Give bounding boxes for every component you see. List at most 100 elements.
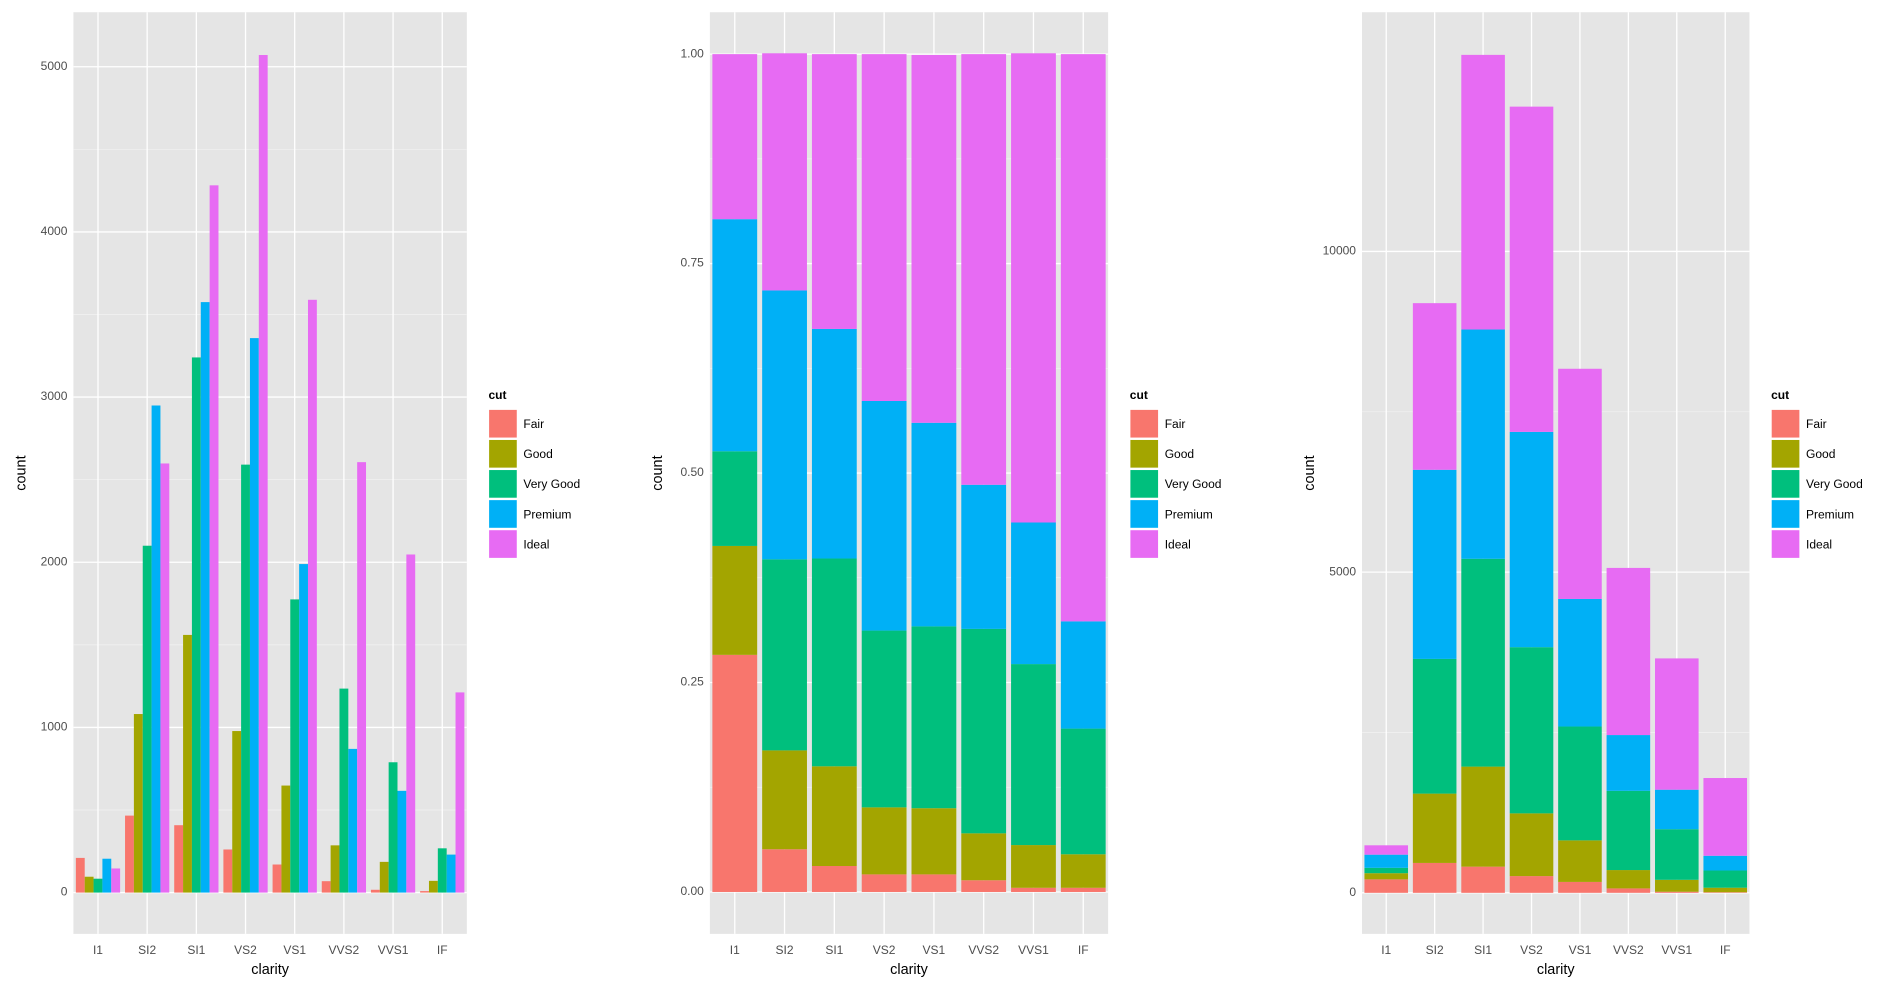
bar	[339, 688, 349, 893]
legend-key	[487, 408, 518, 439]
x-tick-label: SI2	[776, 943, 794, 957]
bar-segment	[1703, 855, 1748, 871]
x-axis-title: clarity	[1537, 962, 1575, 978]
bar-segment	[1364, 873, 1409, 880]
x-tick-label: VVS1	[378, 943, 409, 957]
y-tick-label: 0.25	[680, 675, 704, 689]
bar	[209, 185, 219, 893]
bar	[84, 876, 94, 893]
bar	[151, 405, 161, 893]
panel-chart: 0.00 0.25 0.50 0.75 1.00 I1 SI2 SI1 VS2 VS1 VVS2 VV…	[650, 12, 1221, 978]
x-tick-label: SI1	[825, 943, 843, 957]
bar-segment	[1364, 845, 1409, 855]
legend-key	[1770, 468, 1801, 499]
bar-segment	[1558, 881, 1602, 893]
bar-segment	[712, 54, 758, 220]
legend-label: Ideal	[1806, 537, 1832, 551]
x-axis-title: clarity	[251, 962, 289, 978]
legend-label: Premium	[1165, 507, 1213, 521]
bar-segment	[762, 750, 807, 850]
bar-segment	[861, 400, 907, 631]
x-tick-label: VVS2	[1613, 943, 1644, 957]
bar-segment	[1060, 854, 1106, 888]
legend-label: Premium	[1806, 507, 1854, 521]
bar-segment	[1509, 106, 1554, 432]
bar-segment	[861, 54, 907, 401]
bar	[75, 857, 85, 893]
legend-label: Good	[1806, 447, 1835, 461]
bar-segment	[1011, 53, 1056, 523]
y-tick-label: 0.00	[680, 884, 704, 898]
legend-label: Fair	[1806, 417, 1827, 431]
x-tick-label: VVS1	[1661, 943, 1692, 957]
bar-segment	[1461, 866, 1505, 893]
panel-chart: 0 1000 2000 3000 4000 5000 I1 SI2 SI1 VS2 VS1 VVS2 V…	[13, 12, 580, 978]
bar-segment	[1655, 789, 1699, 830]
bar-segment	[1461, 766, 1505, 867]
y-tick-label: 10000	[1323, 244, 1357, 258]
bar-segment	[1606, 735, 1651, 791]
bar-segment	[811, 866, 857, 892]
bar-segment	[1703, 778, 1748, 856]
bar-segment	[1558, 726, 1602, 841]
y-tick-label: 2000	[41, 554, 68, 568]
legend-key	[487, 438, 518, 469]
bar-segment	[1011, 522, 1056, 665]
bar-segment	[1703, 870, 1748, 888]
bar-segment	[1364, 879, 1409, 893]
bar-segment	[712, 219, 758, 452]
bar-segment	[1461, 54, 1505, 330]
y-tick-label: 3000	[41, 389, 68, 403]
legend-title: cut	[1130, 388, 1148, 402]
bar	[102, 858, 112, 893]
bar	[290, 599, 300, 893]
bar	[223, 849, 233, 893]
bar-segment	[1364, 854, 1409, 868]
bar-segment	[1011, 664, 1056, 846]
legend-label: Good	[523, 447, 552, 461]
x-tick-label: VS2	[1520, 943, 1543, 957]
bar-segment	[911, 808, 957, 875]
legend-label: Very Good	[523, 477, 580, 491]
y-tick-label: 0	[1349, 885, 1356, 899]
x-tick-label: IF	[1720, 943, 1731, 957]
bar-segment	[811, 766, 857, 867]
bar	[232, 731, 242, 893]
x-tick-label: VS1	[923, 943, 946, 957]
bar	[191, 357, 201, 893]
bar-segment	[1509, 431, 1554, 648]
bar-segment	[1461, 558, 1505, 767]
bar	[388, 762, 398, 893]
bar-segment	[1060, 621, 1106, 729]
x-tick-label: I1	[730, 943, 740, 957]
bar-segment	[762, 849, 807, 892]
y-tick-label: 0	[61, 885, 68, 899]
x-tick-label: VS2	[873, 943, 896, 957]
bar-segment	[1558, 598, 1602, 727]
y-tick-label: 5000	[1329, 564, 1356, 578]
bar	[446, 854, 456, 893]
bar-segment	[1655, 658, 1699, 790]
legend-label: Very Good	[1806, 477, 1863, 491]
bar-segment	[1364, 867, 1409, 874]
bar-segment	[961, 833, 1007, 881]
y-tick-label: 1000	[41, 720, 68, 734]
bar	[133, 714, 143, 893]
bar-segment	[1558, 368, 1602, 599]
legend-label: Ideal	[1165, 537, 1191, 551]
bar-segment	[1412, 469, 1457, 659]
bar	[437, 848, 447, 893]
bar	[125, 815, 134, 893]
x-tick-label: SI2	[1426, 943, 1444, 957]
bar	[406, 554, 416, 893]
bar	[272, 864, 282, 893]
legend-key	[1129, 438, 1160, 469]
x-tick-label: IF	[1078, 943, 1089, 957]
bar	[142, 545, 152, 893]
bar-segment	[1606, 870, 1651, 889]
bar	[397, 790, 407, 893]
bar	[258, 55, 268, 893]
bar	[379, 861, 389, 893]
legend-label: Premium	[523, 507, 571, 521]
bar-segment	[961, 484, 1007, 629]
